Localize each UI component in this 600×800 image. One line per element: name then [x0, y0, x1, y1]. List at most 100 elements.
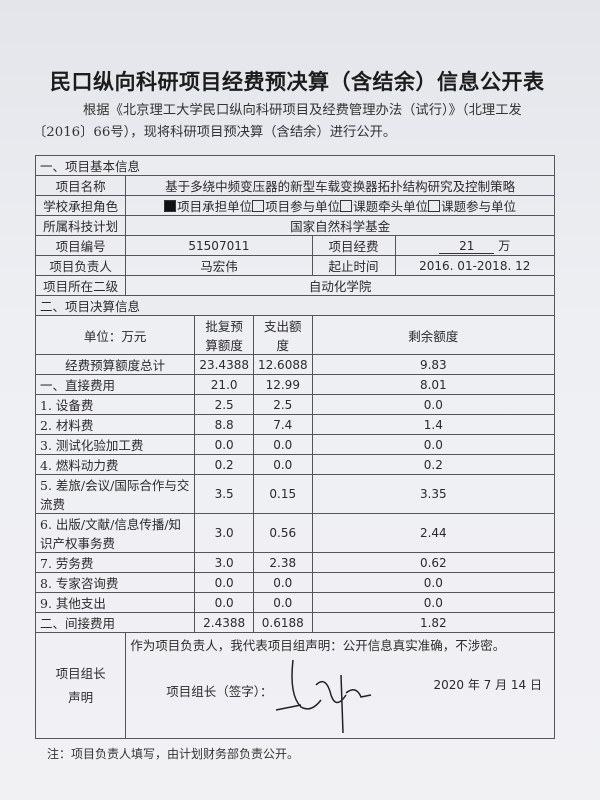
budget-row: 3. 测试化验加工费 0.0 0.0 0.0 [34, 434, 556, 455]
budget-cell: 1. 设备费 [34, 394, 196, 415]
period: 2016. 01-2018. 12 [394, 255, 556, 276]
checkbox-unchecked-icon [340, 200, 353, 212]
budget-cell: 0.62 [311, 552, 556, 573]
budget-cell: 0.15 [252, 474, 313, 514]
budget-cell: 8.01 [311, 374, 556, 395]
label-plan: 所属科技计划 [34, 215, 127, 236]
budget-cell: 1.82 [311, 612, 556, 633]
budget-header-row: 单位：万元 批复预算额度 支出额度 剩余额度 [34, 315, 556, 355]
budget-cell: 2.5 [252, 394, 313, 415]
role-option: 项目参与单位 [265, 199, 341, 214]
declaration-label: 项目组长声明 [34, 632, 127, 739]
budget-row: 经费预算额度总计 23.4388 12.6088 9.83 [34, 354, 556, 375]
budget-cell: 2. 材料费 [34, 414, 196, 435]
budget-cell: 2.38 [252, 552, 313, 573]
budget-row: 1. 设备费 2.5 2.5 0.0 [34, 394, 556, 415]
budget-cell: 2.4388 [194, 612, 254, 633]
budget-cell: 0.2 [194, 454, 254, 475]
label-leader: 项目负责人 [34, 255, 127, 276]
checkbox-checked-icon [164, 200, 177, 212]
budget-cell: 0.0 [194, 592, 254, 613]
budget-cell: 经费预算额度总计 [34, 354, 196, 375]
budget-row: 8. 专家咨询费 0.0 0.0 0.0 [34, 572, 556, 593]
budget-header-cell: 支出额度 [252, 315, 313, 355]
funding-value: 21 [439, 239, 495, 254]
budget-cell: 0.2 [311, 454, 556, 475]
leader: 马宏伟 [125, 255, 313, 276]
role-options: 项目承担单位 项目参与单位 课题牵头单位 课题参与单位 [125, 195, 555, 216]
budget-cell: 2.44 [311, 513, 556, 553]
budget-cell: 二、间接费用 [34, 612, 196, 633]
disclosure-table: 一、项目基本信息 项目名称 基于多绕中频变压器的新型车载变换器拓扑结构研究及控制策… [34, 155, 556, 739]
budget-row: 4. 燃料动力费 0.2 0.0 0.2 [34, 454, 556, 475]
budget-cell: 0.6188 [252, 612, 313, 633]
role-option: 课题参与单位 [441, 199, 517, 214]
budget-cell: 3.0 [194, 513, 254, 553]
budget-cell: 12.6088 [252, 354, 313, 375]
footnote: 注：项目负责人填写，由计划财务部负责公开。 [47, 747, 300, 761]
budget-cell: 6. 出版/文献/信息传播/知识产权事务费 [34, 513, 196, 553]
budget-cell: 0.0 [311, 592, 556, 613]
label-role: 学校承担角色 [34, 195, 127, 216]
budget-cell: 0.0 [252, 572, 313, 593]
dept: 自动化学院 [125, 275, 555, 296]
budget-cell: 2.5 [194, 394, 254, 415]
budget-cell: 4. 燃料动力费 [34, 454, 196, 475]
budget-row: 2. 材料费 8.8 7.4 1.4 [34, 414, 556, 435]
budget-cell: 0.0 [311, 572, 556, 593]
project-number: 51507011 [125, 235, 313, 256]
funding-unit: 万 [498, 239, 511, 253]
label-number: 项目编号 [34, 235, 127, 256]
intro-paragraph: 根据《北京理工大学民口纵向科研项目及经费管理办法（试行）》（北理工发〔2016〕… [33, 103, 522, 140]
budget-cell: 3.35 [311, 474, 556, 514]
declaration-cell: 作为项目负责人，我代表项目组声明：公开信息真实准确，不涉密。 项目组长（签字）：… [125, 632, 555, 739]
budget-cell: 9.83 [311, 354, 556, 375]
budget-row: 7. 劳务费 3.0 2.38 0.62 [34, 552, 556, 573]
funding: 21 万 [394, 235, 556, 256]
budget-cell: 0.0 [194, 572, 254, 593]
budget-cell: 一、直接费用 [34, 374, 196, 395]
budget-cell: 1.4 [311, 414, 556, 435]
project-name: 基于多绕中频变压器的新型车载变换器拓扑结构研究及控制策略 [125, 175, 555, 196]
section-budget: 二、项目决算信息 [35, 295, 555, 316]
budget-row: 一、直接费用 21.0 12.99 8.01 [34, 374, 556, 395]
budget-cell: 3. 测试化验加工费 [34, 434, 196, 455]
signature [276, 659, 372, 734]
label-project-name: 项目名称 [34, 175, 127, 196]
budget-cell: 7. 劳务费 [34, 552, 196, 573]
budget-cell: 8.8 [194, 414, 254, 435]
budget-cell: 0.0 [311, 394, 556, 415]
budget-row: 二、间接费用 2.4388 0.6188 1.82 [34, 612, 556, 633]
budget-cell: 0.56 [252, 513, 313, 553]
budget-row: 6. 出版/文献/信息传播/知识产权事务费 3.0 0.56 2.44 [34, 513, 556, 553]
declaration-text: 作为项目负责人，我代表项目组声明：公开信息真实准确，不涉密。 [130, 638, 506, 653]
budget-cell: 0.0 [252, 434, 313, 455]
budget-header-cell: 批复预算额度 [194, 315, 254, 355]
label-funding: 项目经费 [311, 235, 396, 256]
checkbox-unchecked-icon [252, 200, 265, 212]
budget-cell: 5. 差旅/会议/国际合作与交流费 [34, 474, 196, 514]
budget-cell: 8. 专家咨询费 [34, 572, 196, 593]
role-option: 项目承担单位 [177, 199, 253, 214]
budget-cell: 7.4 [252, 414, 313, 435]
budget-cell: 3.0 [194, 552, 254, 573]
budget-cell: 12.99 [252, 374, 313, 395]
budget-cell: 23.4388 [194, 354, 254, 375]
budget-cell: 3.5 [194, 474, 254, 514]
budget-cell: 0.0 [311, 434, 556, 455]
role-option: 课题牵头单位 [353, 199, 429, 214]
section-basic-info: 一、项目基本信息 [35, 155, 555, 176]
checkbox-unchecked-icon [428, 200, 441, 212]
declaration-date: 2020 年 7 月 14 日 [433, 678, 542, 692]
plan: 国家自然科学基金 [125, 215, 555, 236]
label-dept: 项目所在二级 [34, 275, 127, 296]
budget-cell: 0.0 [252, 454, 313, 475]
budget-header-cell: 单位：万元 [34, 315, 196, 355]
budget-cell: 0.0 [194, 434, 254, 455]
budget-cell: 9. 其他支出 [34, 592, 196, 613]
sign-label: 项目组长（签字）： [166, 684, 273, 699]
page-title: 民口纵向科研项目经费预决算（含结余）信息公开表 [50, 69, 545, 94]
budget-header-cell: 剩余额度 [311, 315, 556, 355]
budget-cell: 21.0 [194, 374, 254, 395]
